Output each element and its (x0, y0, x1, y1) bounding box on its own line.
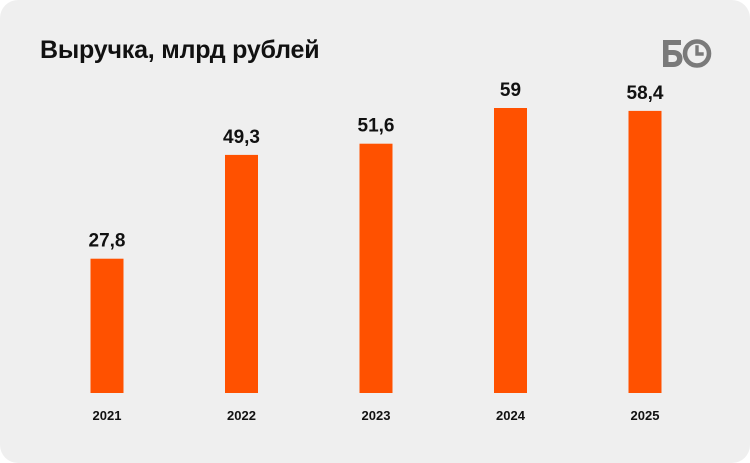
bar-2021 (90, 258, 124, 393)
x-tick-label-2025: 2025 (631, 408, 660, 423)
bar-2024 (494, 108, 527, 393)
value-label-2021: 27,8 (89, 231, 126, 252)
x-tick-label-2024: 2024 (496, 408, 526, 423)
value-label-2025: 58,4 (627, 83, 664, 104)
value-label-2022: 49,3 (223, 127, 260, 148)
bo-logo-icon (663, 39, 712, 68)
value-label-2024: 59 (500, 80, 521, 101)
x-tick-label-2021: 2021 (93, 408, 122, 423)
value-label-2023: 51,6 (358, 116, 395, 137)
chart-title: Выручка, млрд рублей (40, 36, 320, 64)
bar-2023 (359, 143, 393, 393)
bar-2022 (225, 154, 258, 393)
x-tick-label-2023: 2023 (362, 408, 391, 423)
bar-2025 (628, 110, 662, 394)
x-tick-label-2022: 2022 (227, 408, 256, 423)
